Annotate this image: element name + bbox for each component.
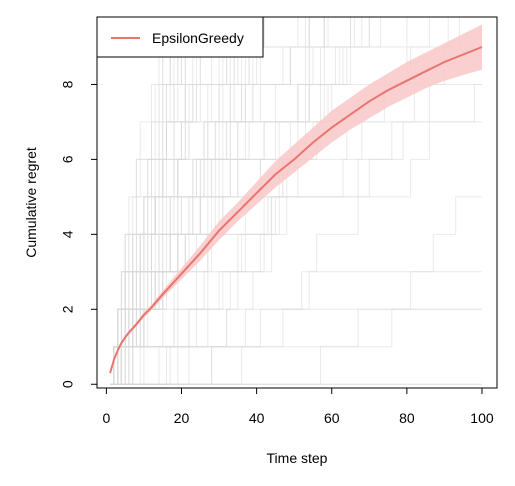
simulation-line <box>110 17 201 385</box>
x-axis-label: Time step <box>267 450 328 466</box>
simulation-line <box>110 17 325 385</box>
simulation-line <box>110 271 482 385</box>
confidence-band <box>110 24 482 375</box>
simulation-line <box>110 17 179 385</box>
simulation-line <box>110 17 213 385</box>
simulation-line <box>110 17 325 385</box>
x-tick-label: 40 <box>249 410 265 426</box>
legend: EpsilonGreedy <box>96 16 264 58</box>
y-tick-label: 6 <box>60 155 76 163</box>
simulation-line <box>110 17 306 385</box>
simulation-line <box>110 17 179 385</box>
simulation-line <box>110 17 186 385</box>
simulation-line <box>110 17 329 385</box>
x-tick-label: 60 <box>324 410 340 426</box>
simulation-line <box>110 17 186 385</box>
y-axis: 0 2 4 6 8 <box>60 80 98 388</box>
simulation-line <box>110 196 482 385</box>
simulation-line <box>110 17 325 385</box>
x-tick-label: 0 <box>102 410 110 426</box>
x-tick-label: 80 <box>399 410 415 426</box>
x-tick-label: 100 <box>470 410 494 426</box>
mean-regret-line <box>109 46 483 374</box>
simulation-line <box>110 17 310 385</box>
simulation-line <box>110 17 351 385</box>
simulation-line <box>110 17 310 385</box>
x-tick-label: 20 <box>174 410 190 426</box>
simulation-line <box>110 308 482 385</box>
simulation-line <box>110 17 201 385</box>
simulation-line <box>110 17 246 385</box>
y-tick-label: 8 <box>60 80 76 88</box>
y-tick-label: 2 <box>60 305 76 313</box>
legend-label-epsilongreedy: EpsilonGreedy <box>152 30 244 46</box>
y-tick-label: 0 <box>60 380 76 388</box>
simulation-line <box>110 17 239 385</box>
simulation-line <box>110 17 201 385</box>
y-tick-label: 4 <box>60 230 76 238</box>
simulation-line <box>110 17 351 385</box>
x-axis: 0 20 40 60 80 100 <box>102 387 494 426</box>
y-axis-label: Cumulative regret <box>23 147 39 258</box>
